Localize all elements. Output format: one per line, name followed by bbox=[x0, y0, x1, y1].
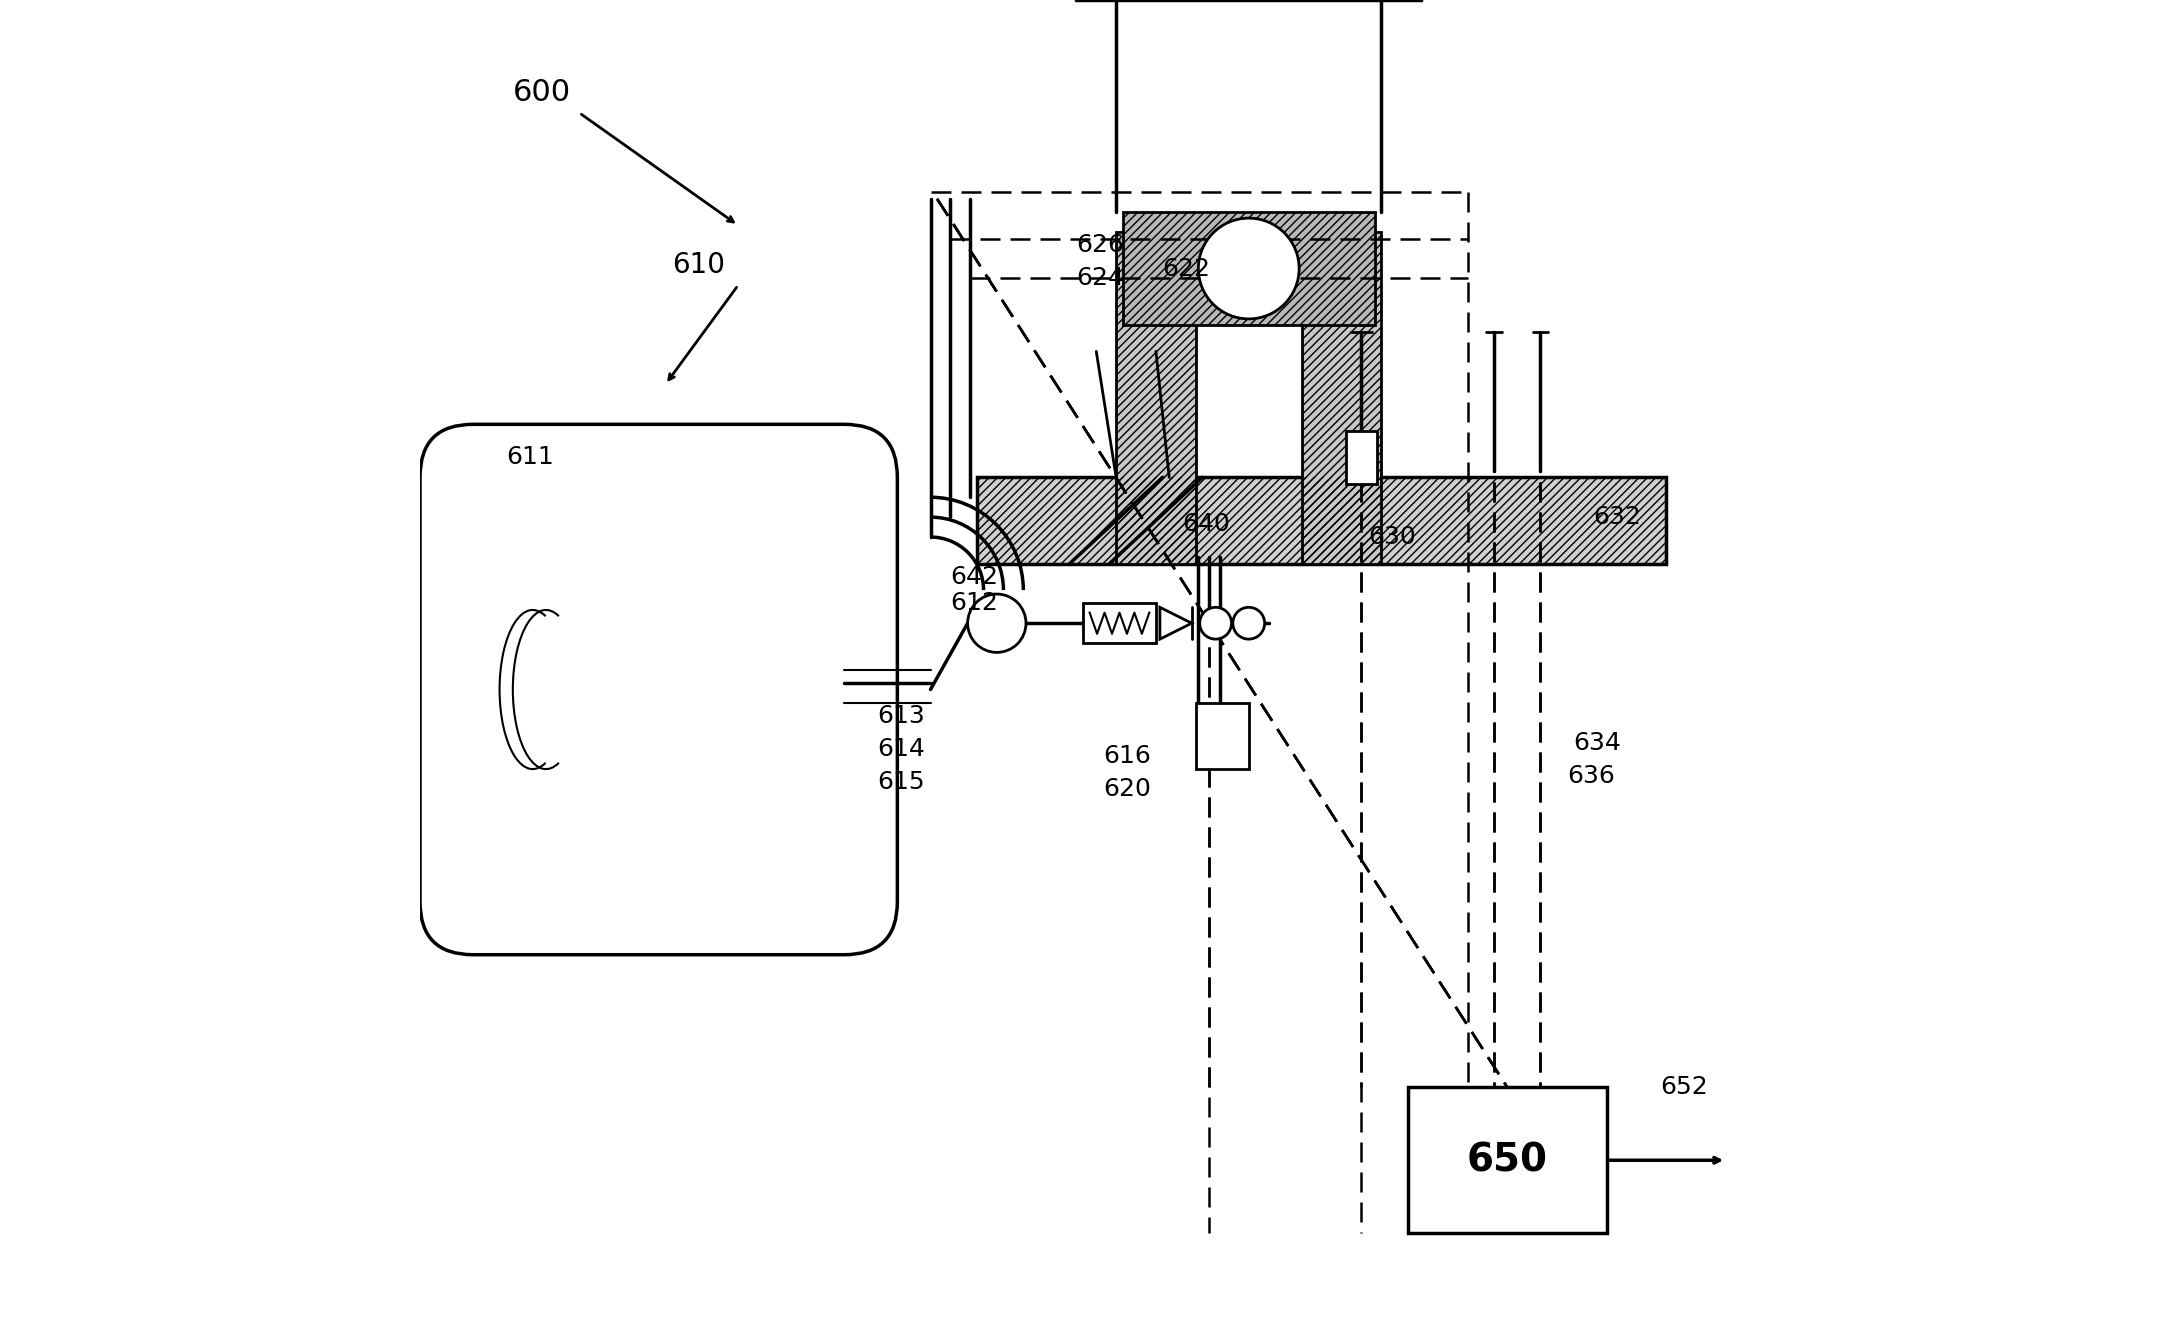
Text: 640: 640 bbox=[1183, 512, 1230, 536]
Bar bbox=[1302, 232, 1382, 564]
Bar bbox=[977, 477, 1666, 564]
Text: 636: 636 bbox=[1566, 764, 1616, 788]
Text: 600: 600 bbox=[513, 78, 572, 107]
Text: 613: 613 bbox=[877, 704, 925, 728]
Text: 615: 615 bbox=[877, 770, 925, 794]
Bar bbox=[1345, 431, 1378, 484]
Text: 614: 614 bbox=[877, 737, 925, 761]
Text: 650: 650 bbox=[1466, 1142, 1549, 1179]
Polygon shape bbox=[1161, 607, 1191, 639]
Bar bbox=[977, 477, 1666, 564]
Bar bbox=[1122, 212, 1375, 325]
Bar bbox=[1083, 603, 1157, 643]
Text: 626: 626 bbox=[1077, 233, 1124, 257]
Text: 632: 632 bbox=[1594, 505, 1642, 529]
Text: 612: 612 bbox=[951, 591, 999, 615]
Text: 616: 616 bbox=[1102, 744, 1150, 768]
Text: 634: 634 bbox=[1575, 731, 1622, 754]
Circle shape bbox=[1232, 607, 1265, 639]
Text: 642: 642 bbox=[951, 565, 999, 589]
FancyBboxPatch shape bbox=[420, 424, 897, 955]
Circle shape bbox=[1200, 607, 1232, 639]
Bar bbox=[1115, 232, 1196, 564]
Circle shape bbox=[1198, 219, 1300, 320]
Text: 652: 652 bbox=[1659, 1075, 1707, 1099]
Bar bbox=[1115, 232, 1196, 564]
Text: 630: 630 bbox=[1369, 525, 1417, 549]
Bar bbox=[1408, 1087, 1607, 1233]
Bar bbox=[1302, 232, 1382, 564]
Bar bbox=[1196, 703, 1250, 769]
Text: 610: 610 bbox=[671, 251, 726, 280]
Circle shape bbox=[968, 594, 1027, 652]
Text: 622: 622 bbox=[1163, 257, 1211, 281]
Text: 620: 620 bbox=[1102, 777, 1150, 801]
Text: 611: 611 bbox=[507, 446, 554, 469]
Bar bbox=[1122, 212, 1375, 325]
Text: 624: 624 bbox=[1077, 267, 1124, 290]
